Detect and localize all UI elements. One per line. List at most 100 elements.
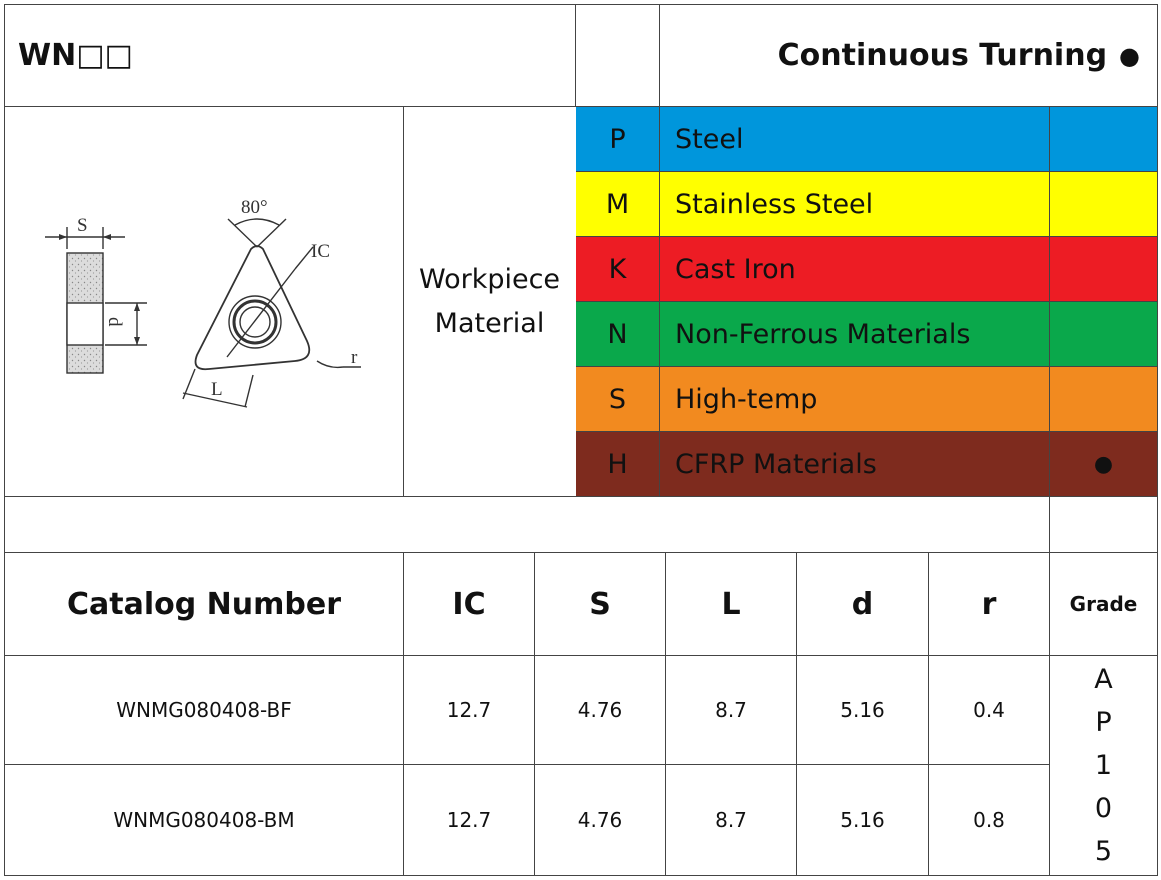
workpiece-label: Workpiece Material <box>404 107 575 496</box>
material-letter: K <box>608 254 627 285</box>
material-name: CFRP Materials <box>675 448 877 480</box>
material-name: High-temp <box>675 384 818 415</box>
material-letter: M <box>605 189 630 220</box>
material-name: Steel <box>675 124 744 155</box>
dim-d-label: d <box>104 317 125 327</box>
workpiece-label-line2: Material <box>434 307 545 339</box>
col-header-l: L <box>721 586 741 622</box>
material-mark: ● <box>1093 451 1114 477</box>
dim-r-label: r <box>351 347 358 368</box>
insert-drawing: S 80° IC d L r <box>5 107 403 496</box>
cell-s: 4.76 <box>577 808 623 832</box>
col-header-catalog-number: Catalog Number <box>67 586 341 622</box>
col-header-ic: IC <box>452 586 486 622</box>
operation-marker: ● <box>1119 41 1140 70</box>
grid-line <box>928 552 929 876</box>
material-letter: N <box>607 319 628 350</box>
cell-ic: 12.7 <box>446 698 492 722</box>
grade-char: 5 <box>1094 836 1113 867</box>
material-mark <box>1050 237 1157 302</box>
grid-line <box>4 496 1157 497</box>
grid-line <box>403 552 404 876</box>
col-header-d: d <box>851 586 874 622</box>
material-row-m: M Stainless Steel <box>576 171 1157 237</box>
insert-top-view <box>182 218 361 408</box>
grid-line <box>576 366 1157 367</box>
material-row-h: H CFRP Materials ● <box>576 431 1157 496</box>
insert-side-view <box>45 227 147 374</box>
material-name: Stainless Steel <box>675 189 874 220</box>
insert-code-title: WN□□ <box>18 38 133 73</box>
cell-d: 5.16 <box>840 808 885 832</box>
grid-line <box>1049 172 1050 237</box>
cell-catalog-number: WNMG080408-BF <box>116 698 292 722</box>
grid-line <box>659 107 660 172</box>
material-letter: P <box>609 124 626 155</box>
grid-line <box>659 172 660 237</box>
material-row-n: N Non-Ferrous Materials <box>576 301 1157 367</box>
col-header-r: r <box>981 586 997 622</box>
grid-line <box>659 237 660 302</box>
material-name: Cast Iron <box>675 254 796 285</box>
grid-line <box>4 875 1157 876</box>
grid-line <box>796 552 797 876</box>
col-header-s: S <box>589 586 611 622</box>
grid-line <box>659 432 660 496</box>
grade-char: 1 <box>1094 750 1113 781</box>
grid-line <box>659 302 660 367</box>
workpiece-label-line1: Workpiece <box>418 263 561 295</box>
grid-line <box>1049 367 1050 432</box>
cell-l: 8.7 <box>715 698 747 722</box>
cell-l: 8.7 <box>715 808 747 832</box>
material-letter: S <box>608 384 627 415</box>
operation-label: Continuous Turning <box>777 38 1108 73</box>
grid-line <box>576 431 1157 432</box>
grid-line <box>576 171 1157 172</box>
grid-line <box>1157 4 1158 876</box>
grade-value: A P 1 0 5 <box>1050 656 1157 875</box>
cell-r: 0.4 <box>973 698 1005 722</box>
grid-line <box>4 764 1049 765</box>
col-header-grade: Grade <box>1069 592 1138 616</box>
grid-line <box>659 4 660 107</box>
grid-line <box>575 4 576 107</box>
material-mark <box>1050 302 1157 367</box>
grade-char: 0 <box>1094 793 1113 824</box>
cell-s: 4.76 <box>577 698 623 722</box>
cell-catalog-number: WNMG080408-BM <box>113 808 295 832</box>
grid-line <box>1049 432 1050 496</box>
material-mark <box>1050 367 1157 432</box>
cell-ic: 12.7 <box>446 808 492 832</box>
grid-line <box>659 367 660 432</box>
grid-line <box>576 236 1157 237</box>
grid-line <box>403 106 404 497</box>
grid-line <box>1049 107 1050 172</box>
grid-line <box>534 552 535 876</box>
dim-l-label: L <box>211 379 223 400</box>
grid-line <box>665 552 666 876</box>
material-letter: H <box>607 448 628 480</box>
material-mark <box>1050 107 1157 172</box>
grid-line <box>4 655 1157 656</box>
grid-line <box>4 106 1157 107</box>
material-mark <box>1050 172 1157 237</box>
dim-angle-label: 80° <box>241 197 268 218</box>
grid-line <box>4 4 1157 5</box>
grid-line <box>1049 237 1050 302</box>
material-row-p: P Steel <box>576 107 1157 172</box>
grid-line <box>576 301 1157 302</box>
operation-title: Continuous Turning ● <box>660 5 1140 106</box>
material-name: Non-Ferrous Materials <box>675 319 971 350</box>
material-row-k: K Cast Iron <box>576 236 1157 302</box>
grade-char: P <box>1095 707 1112 738</box>
grid-line <box>4 4 5 876</box>
grade-char: A <box>1094 664 1113 695</box>
material-row-s: S High-temp <box>576 366 1157 432</box>
grid-line <box>4 552 1157 553</box>
cell-r: 0.8 <box>973 808 1005 832</box>
grid-line <box>1049 302 1050 367</box>
cell-d: 5.16 <box>840 698 885 722</box>
dim-s-label: S <box>77 215 88 236</box>
dim-ic-label: IC <box>311 241 330 262</box>
grid-line <box>1049 496 1050 876</box>
